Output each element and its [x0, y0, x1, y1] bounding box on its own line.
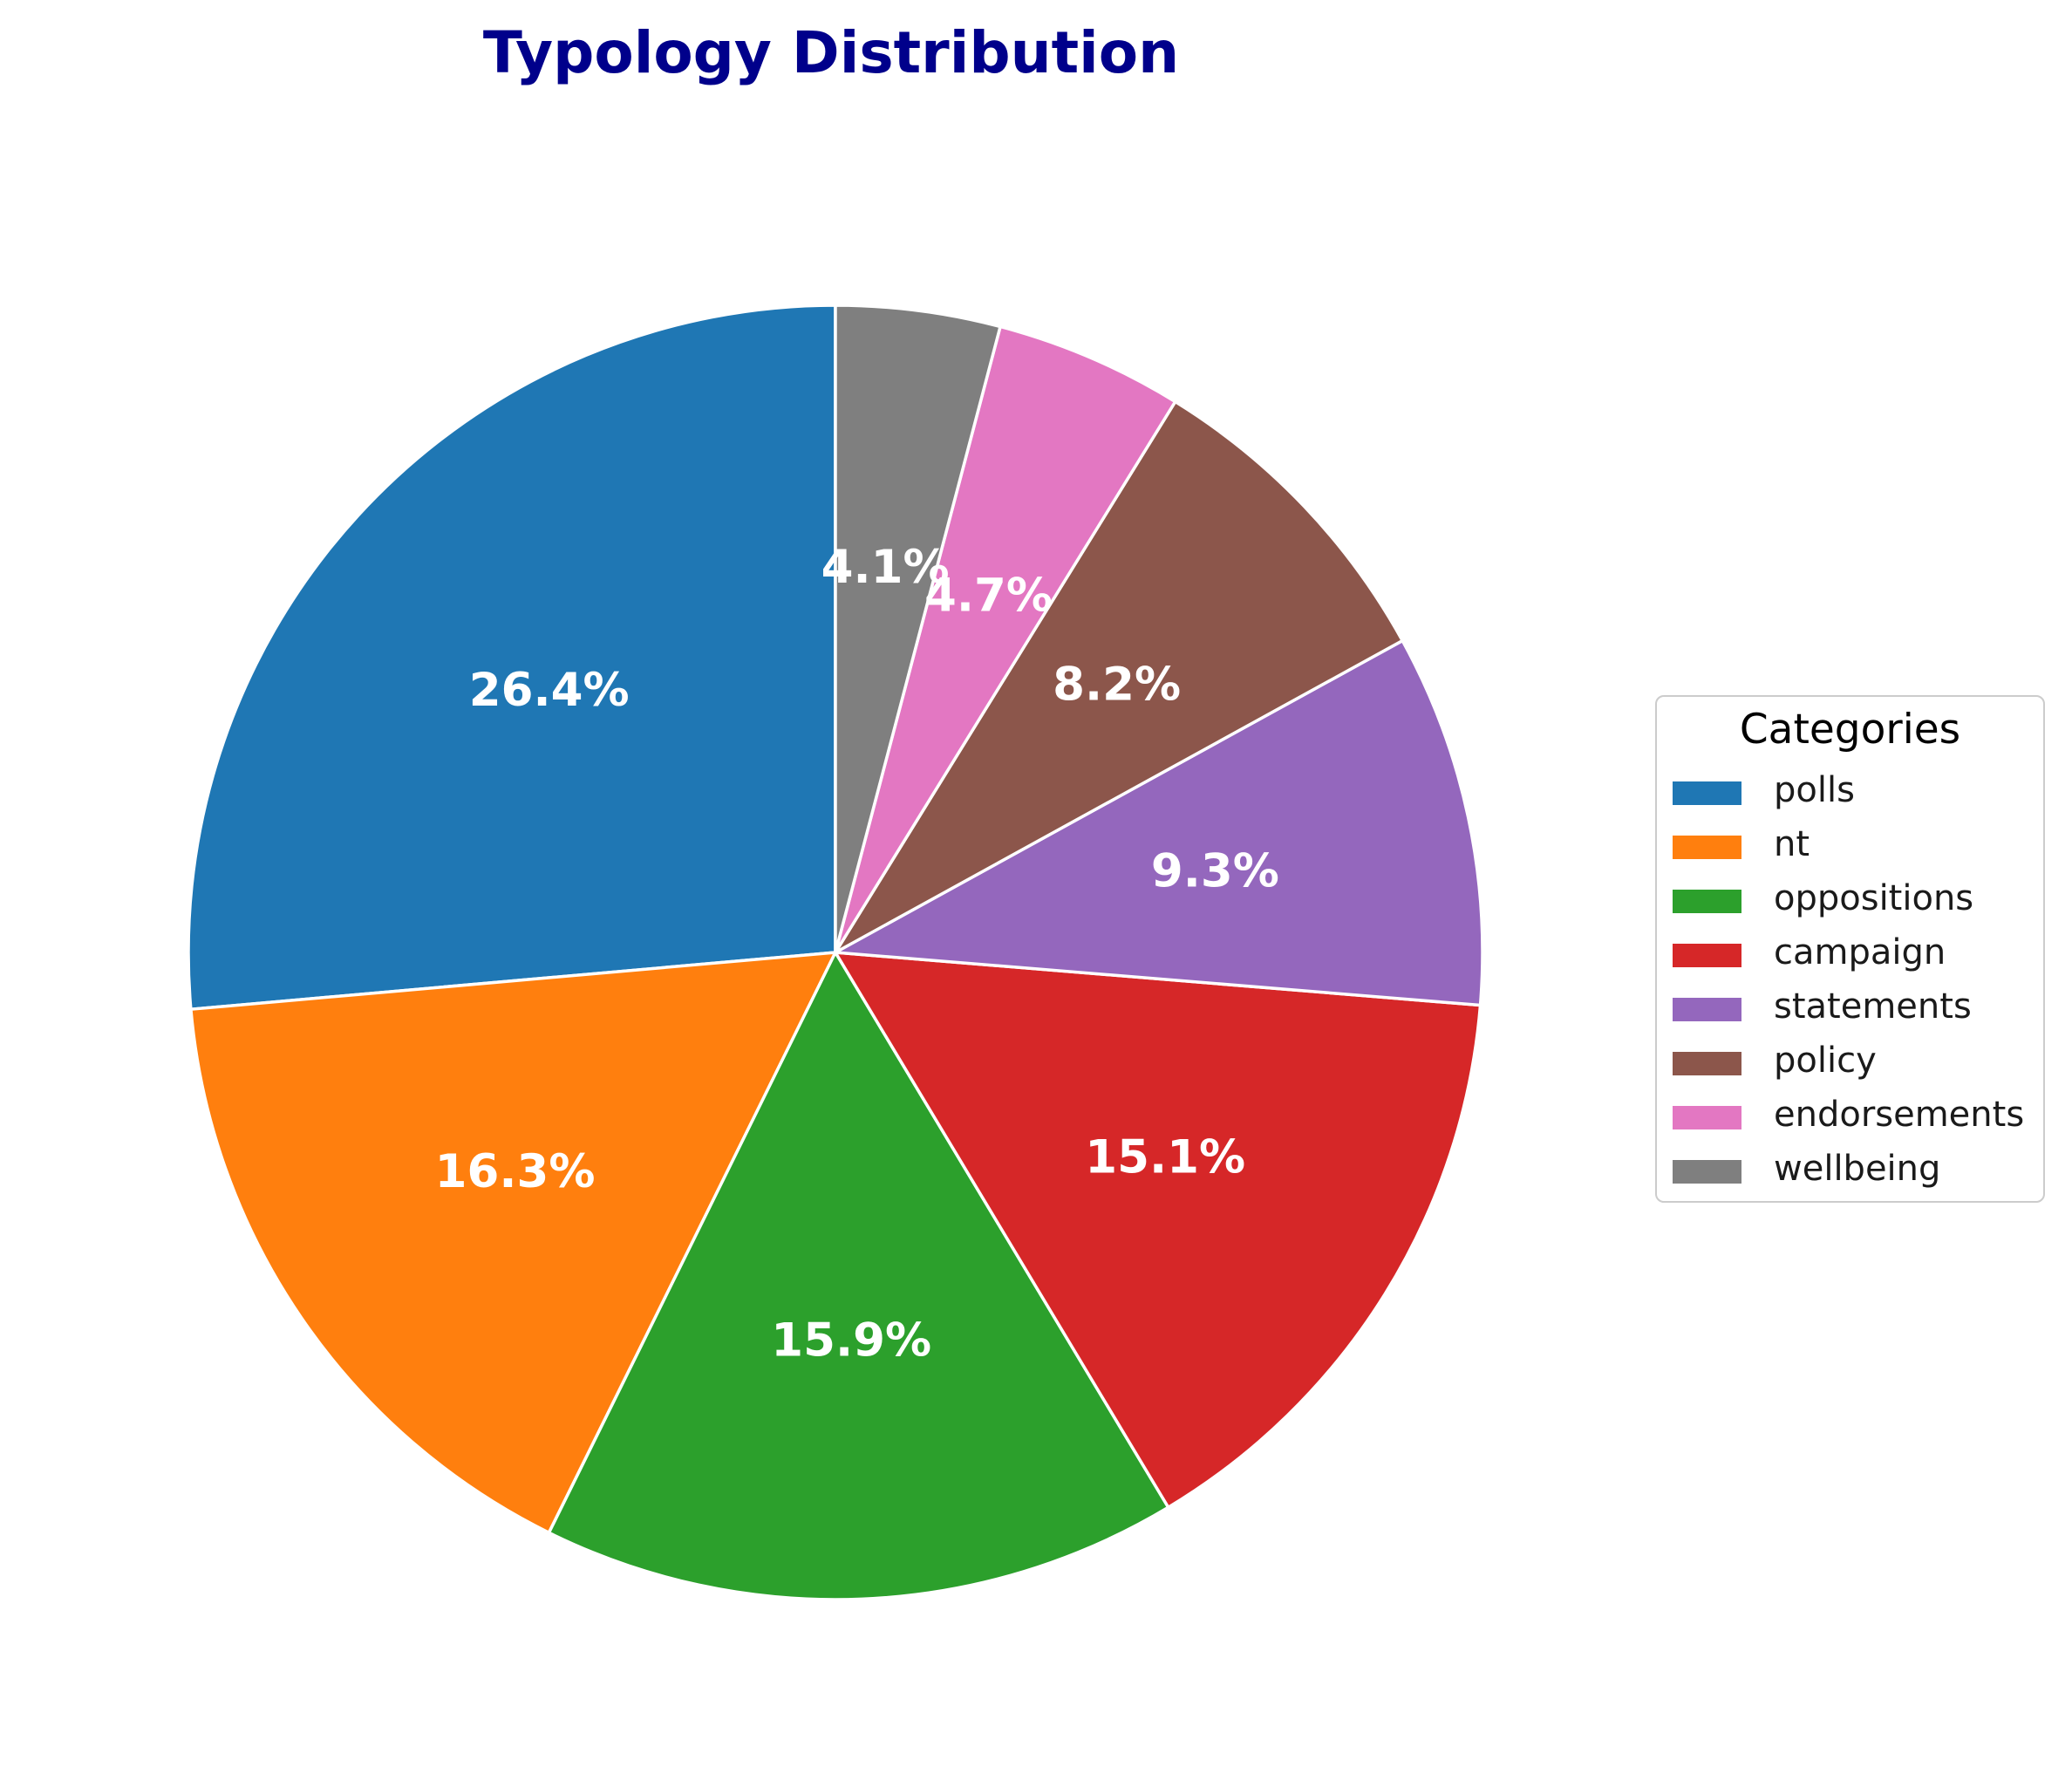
pie-slice-endorsements — [834, 324, 1177, 954]
legend-label-nt: nt — [1774, 824, 1810, 864]
pie-value-label-wellbeing: 4.1% — [821, 541, 950, 594]
legend-swatch-nt — [1673, 836, 1741, 859]
legend-label-oppositions: oppositions — [1774, 878, 1974, 918]
legend-swatch-wellbeing — [1673, 1160, 1741, 1184]
legend-swatch-endorsements — [1673, 1106, 1741, 1129]
pie-value-label-endorsements: 4.7% — [924, 569, 1053, 622]
legend: Categories polls nt oppositions campaign sta… — [1655, 695, 2045, 1203]
legend-swatch-oppositions — [1673, 890, 1741, 913]
pie-value-label-statements: 9.3% — [1151, 844, 1279, 897]
pie-slices — [187, 304, 1484, 1601]
legend-label-wellbeing: wellbeing — [1774, 1149, 1941, 1189]
pie-slice-statements — [834, 638, 1484, 1007]
pie-value-label-policy: 8.2% — [1053, 658, 1181, 712]
legend-label-polls: polls — [1774, 770, 1855, 810]
legend-swatch-campaign — [1673, 944, 1741, 967]
legend-label-endorsements: endorsements — [1774, 1095, 2025, 1135]
pie-slice-wellbeing — [834, 304, 1002, 954]
chart-title: Typology Distribution — [482, 19, 1180, 86]
pie-value-label-nt: 16.3% — [435, 1145, 596, 1198]
legend-swatch-polls — [1673, 781, 1741, 805]
pie-slice-polls — [187, 304, 837, 1011]
legend-label-policy: policy — [1774, 1041, 1877, 1081]
pie-slice-nt — [189, 951, 837, 1535]
legend-swatch-statements — [1673, 998, 1741, 1021]
pie-slice-policy — [834, 399, 1404, 954]
legend-label-statements: statements — [1774, 986, 1972, 1027]
legend-title: Categories — [1739, 706, 1961, 754]
legend-swatch-policy — [1673, 1052, 1741, 1075]
pie-value-label-campaign: 15.1% — [1085, 1130, 1245, 1184]
pie-value-labels: 26.4% 16.3% 15.9% 15.1% 9.3% 8.2%4.7%4.1% — [435, 541, 1279, 1367]
pie-slice-campaign — [834, 951, 1482, 1510]
pie-value-label-oppositions: 15.9% — [771, 1314, 931, 1367]
pie-slice-oppositions — [547, 951, 1170, 1601]
pie-value-label-polls: 26.4% — [469, 664, 630, 717]
legend-label-campaign: campaign — [1774, 932, 1946, 972]
